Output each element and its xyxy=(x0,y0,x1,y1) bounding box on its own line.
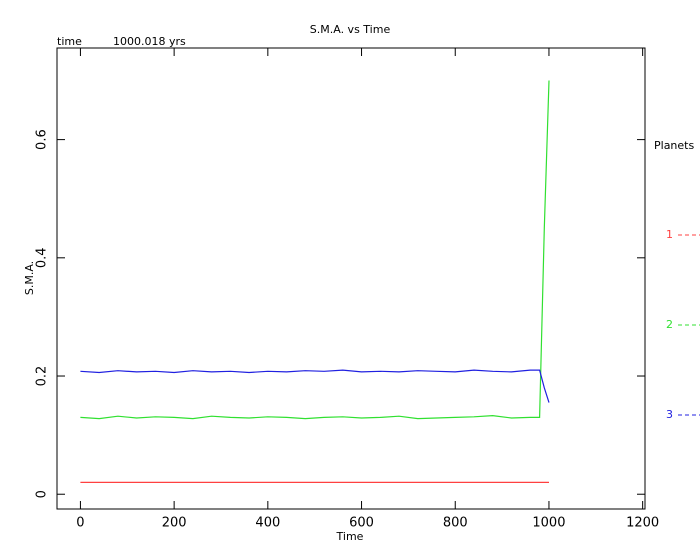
x-tick-label: 400 xyxy=(255,516,280,531)
y-tick-label: 0.4 xyxy=(35,247,50,268)
series-line xyxy=(80,80,550,420)
legend-label: 3 xyxy=(666,408,673,421)
x-tick-label: 800 xyxy=(443,516,468,531)
chart-title: S.M.A. vs Time xyxy=(310,23,391,36)
y-tick-label: 0.6 xyxy=(35,129,50,150)
x-tick-label: 1000 xyxy=(532,516,565,531)
time-value: 1000.018 yrs xyxy=(113,35,186,48)
plot-frame xyxy=(56,47,646,510)
x-axis-label: Time xyxy=(336,530,364,543)
series-line xyxy=(80,369,550,403)
legend-label: 2 xyxy=(666,318,673,331)
legend-title: Planets xyxy=(654,139,694,152)
y-tick-label: 0.2 xyxy=(35,366,50,387)
x-tick-label: 600 xyxy=(349,516,374,531)
x-tick-label: 200 xyxy=(162,516,187,531)
time-label: time xyxy=(57,35,82,48)
y-tick-label: 0 xyxy=(35,490,50,498)
x-tick-label: 0 xyxy=(76,516,84,531)
x-tick-label: 1200 xyxy=(626,516,659,531)
legend-label: 1 xyxy=(666,228,673,241)
y-axis-label: S.M.A. xyxy=(23,261,36,295)
